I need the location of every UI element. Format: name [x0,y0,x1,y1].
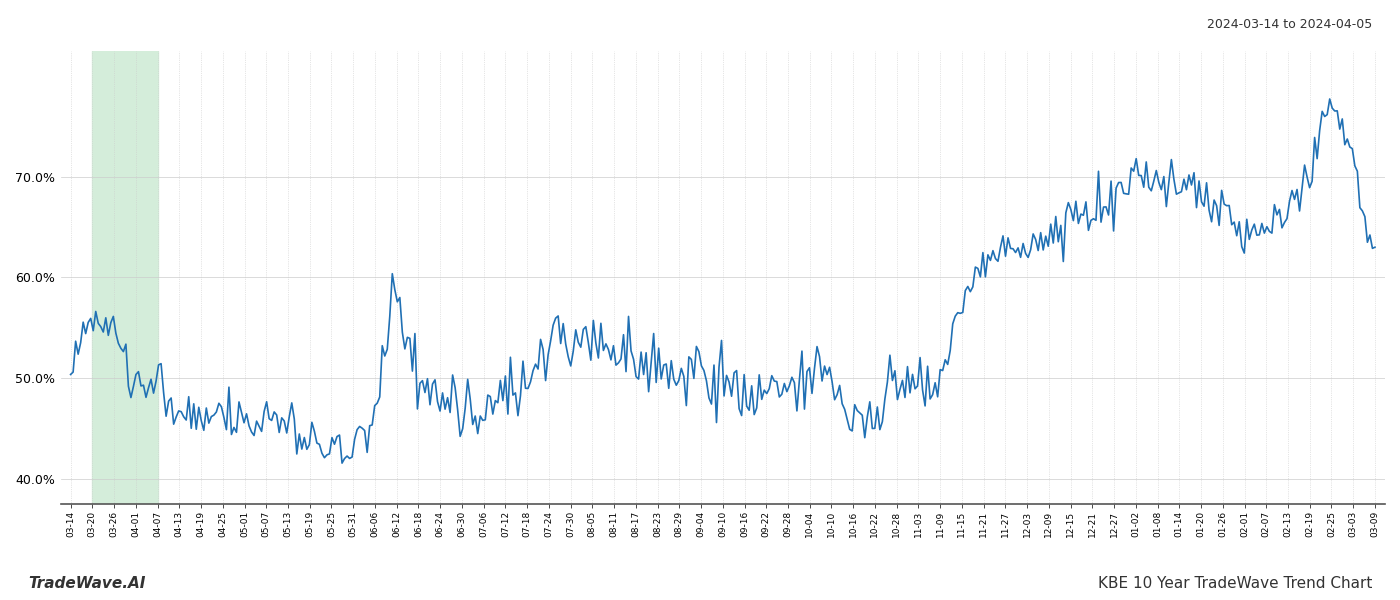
Bar [92,51,158,504]
Text: 2024-03-14 to 2024-04-05: 2024-03-14 to 2024-04-05 [1207,18,1372,31]
Text: KBE 10 Year TradeWave Trend Chart: KBE 10 Year TradeWave Trend Chart [1098,576,1372,591]
Text: TradeWave.AI: TradeWave.AI [28,576,146,591]
